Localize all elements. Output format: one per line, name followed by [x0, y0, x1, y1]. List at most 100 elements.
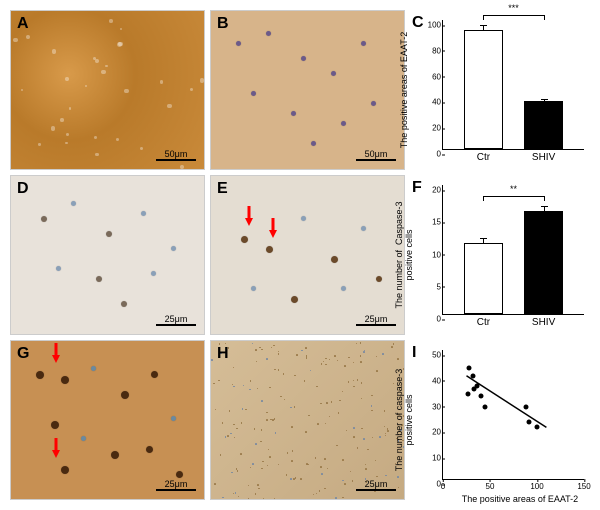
speckle	[278, 369, 280, 371]
xtick-label: Ctr	[477, 152, 490, 163]
plot-F: 05101520CtrSHIV**	[442, 185, 584, 315]
speckle	[248, 485, 250, 487]
speckle	[222, 422, 224, 424]
scatter-point	[535, 425, 540, 430]
error-bar	[483, 238, 484, 243]
ytick: 20	[423, 428, 441, 437]
speckle	[250, 380, 252, 382]
speckle	[310, 370, 312, 372]
speckle	[225, 343, 227, 345]
bar	[464, 243, 503, 314]
speckle	[357, 379, 359, 381]
speckle	[339, 400, 341, 402]
speckle	[258, 488, 260, 490]
cell-nucleus	[341, 286, 346, 291]
tissue-spot	[105, 65, 107, 67]
cell-nucleus	[251, 286, 256, 291]
speckle	[266, 412, 268, 414]
cell-nucleus	[176, 471, 183, 478]
speckle	[316, 386, 318, 388]
panel-H: H 25μm	[210, 340, 405, 500]
speckle	[353, 436, 355, 438]
speckle	[249, 389, 251, 391]
speckle	[291, 426, 293, 428]
speckle	[367, 449, 369, 451]
speckle	[361, 398, 363, 400]
speckle	[214, 483, 216, 485]
error-bar	[483, 25, 484, 30]
speckle	[398, 487, 400, 489]
speckle	[290, 478, 292, 480]
speckle	[391, 346, 393, 348]
speckle	[250, 467, 252, 469]
speckle	[225, 436, 227, 438]
scale-bar-line	[356, 489, 396, 491]
xtick-label: SHIV	[532, 317, 555, 328]
speckle	[252, 343, 254, 345]
speckle	[274, 418, 276, 420]
speckle	[356, 343, 358, 345]
error-bar	[544, 99, 545, 102]
cell-nucleus	[121, 301, 127, 307]
label-D: D	[17, 180, 29, 198]
tissue-spot	[52, 49, 56, 53]
speckle	[327, 468, 329, 470]
ytick: 0	[423, 315, 441, 324]
speckle	[338, 412, 340, 414]
speckle	[353, 427, 355, 429]
label-A: A	[17, 15, 29, 33]
figure-grid: A 50μm B 50μm C The positive areas of EA…	[10, 10, 590, 500]
tissue-spot	[120, 28, 122, 30]
panel-D: D 25μm	[10, 175, 205, 335]
speckle	[382, 353, 384, 355]
scatter-point	[466, 391, 471, 396]
cell-nucleus	[266, 246, 273, 253]
scale-bar: 50μm	[156, 149, 196, 161]
scale-text: 50μm	[165, 149, 188, 159]
speckle	[348, 357, 350, 359]
cell-nucleus	[141, 211, 146, 216]
speckle	[300, 478, 302, 480]
speckle	[278, 464, 280, 466]
speckle	[306, 357, 308, 359]
xtick-label: Ctr	[477, 317, 490, 328]
speckle	[252, 463, 254, 465]
speckle	[248, 498, 250, 500]
cell-nucleus	[151, 271, 156, 276]
speckle	[305, 431, 307, 433]
speckle	[235, 492, 237, 494]
speckle	[278, 351, 280, 353]
error-bar	[544, 206, 545, 211]
speckle	[342, 497, 344, 499]
panel-E: E 25μm	[210, 175, 405, 335]
speckle	[320, 466, 322, 468]
label-H: H	[217, 345, 229, 363]
cell-nucleus	[171, 246, 176, 251]
speckle	[376, 476, 378, 478]
scale-bar: 25μm	[156, 479, 196, 491]
cell-nucleus	[241, 236, 248, 243]
micrograph-D: 25μm	[11, 176, 204, 334]
speckle	[342, 391, 344, 393]
plot-I: 01020304050050100150	[442, 350, 584, 480]
scale-bar-line	[156, 489, 196, 491]
ylabel-C: The positive areas of EAAT-2	[399, 32, 409, 148]
xtick-label: SHIV	[532, 152, 555, 163]
tissue-spot	[124, 89, 128, 93]
ytick: 10	[423, 454, 441, 463]
tissue-spot	[190, 88, 193, 91]
speckle	[231, 472, 233, 474]
speckle	[257, 484, 259, 486]
scatter-point	[523, 404, 528, 409]
panel-G: G 25μm	[10, 340, 205, 500]
speckle	[261, 400, 263, 402]
speckle	[350, 471, 352, 473]
speckle	[261, 349, 263, 351]
cell-nucleus	[146, 446, 153, 453]
panel-F: F The number of Caspase-3 positive cells…	[410, 175, 590, 335]
cell-nucleus	[56, 266, 61, 271]
speckle	[353, 380, 355, 382]
cell-nucleus	[371, 101, 376, 106]
label-I: I	[412, 344, 416, 362]
speckle	[266, 358, 268, 360]
